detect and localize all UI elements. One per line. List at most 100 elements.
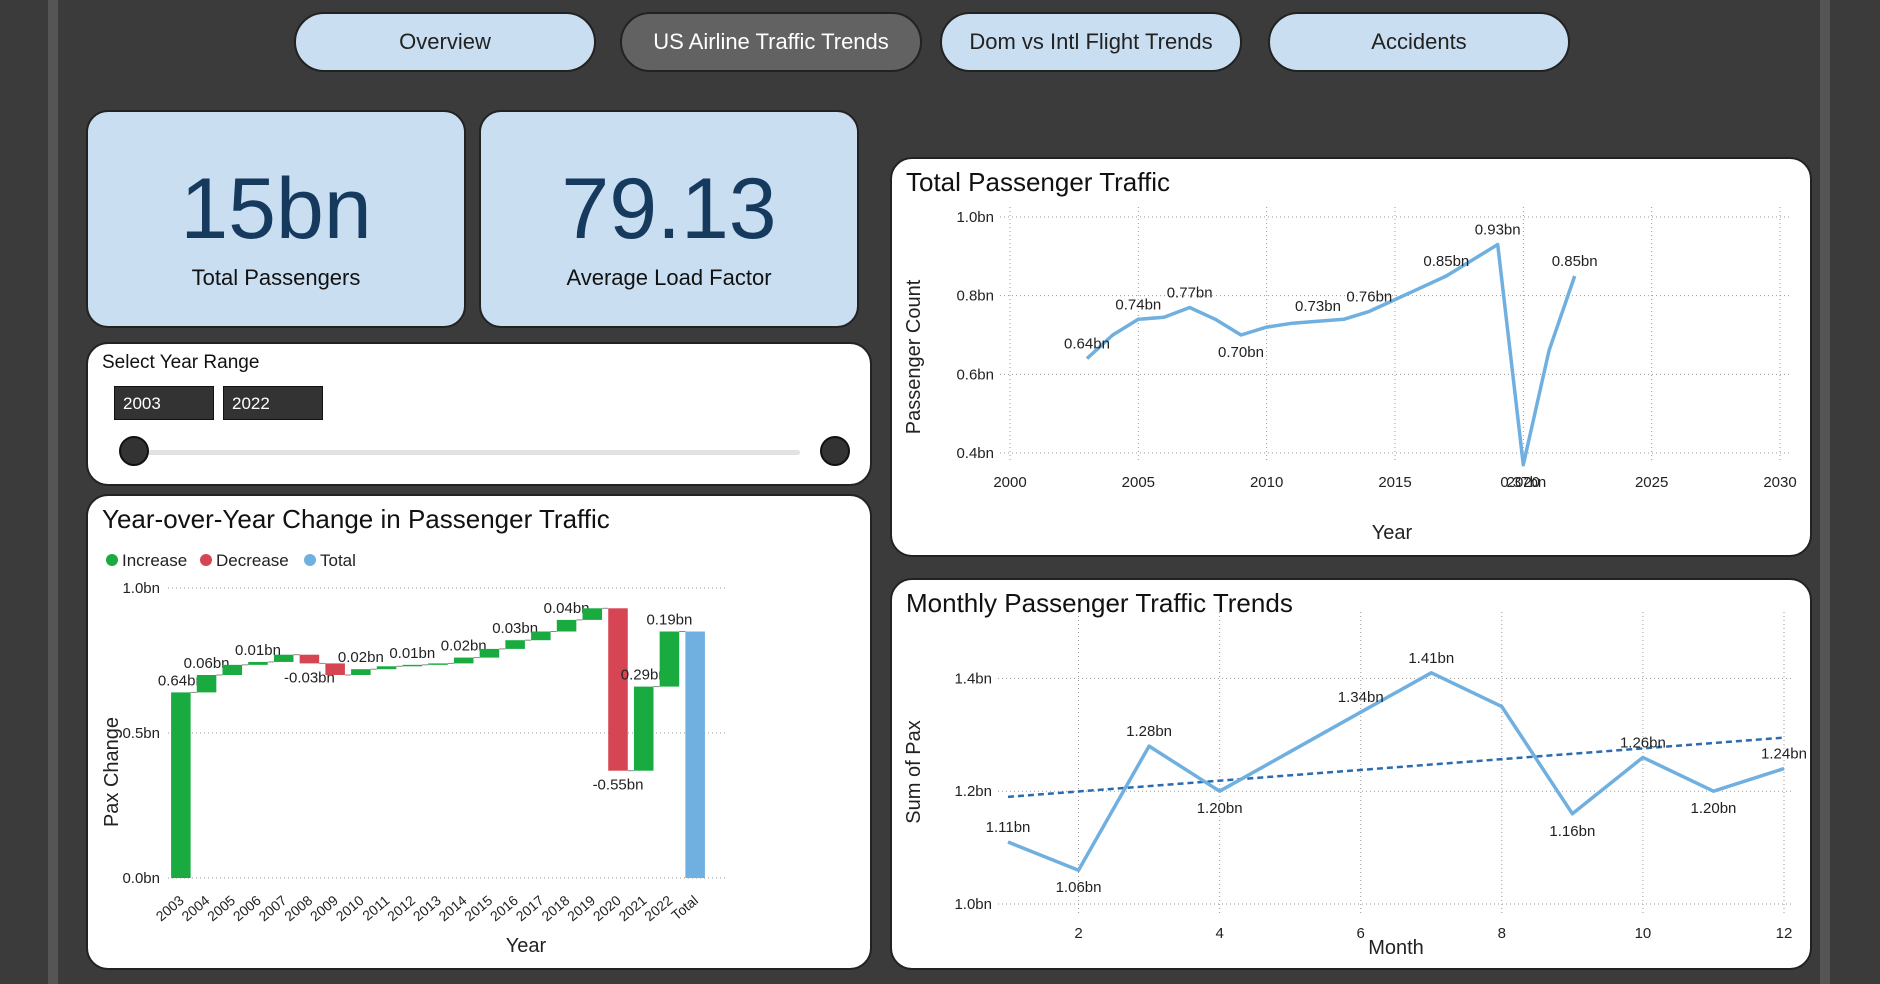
waterfall-bar-2021[interactable] [633,686,654,771]
end-year-input[interactable]: 2022 [223,386,323,420]
y-tick-label: 1.4bn [954,670,992,687]
yoy-change-chart-card: Year-over-Year Change in Passenger Traff… [86,494,872,970]
x-tick-label: Total [668,892,701,923]
data-label: 1.16bn [1549,823,1595,840]
data-label: 0.29bn [621,667,667,684]
data-point[interactable] [1264,324,1270,330]
tab-accidents[interactable]: Accidents [1268,12,1570,72]
waterfall-bar-2003[interactable] [171,692,191,878]
x-axis-label: Year [506,935,547,957]
tab-overview[interactable]: Overview [294,12,596,72]
y-tick-label: 0.0bn [122,870,160,887]
x-axis-label: Month [1368,937,1424,959]
data-point[interactable] [1076,867,1082,873]
data-point[interactable] [1428,670,1434,676]
data-point[interactable] [1499,704,1505,710]
x-tick-label: 2015 [1378,474,1411,491]
waterfall-bar-2011[interactable] [376,666,397,670]
slider-start-handle[interactable] [119,436,149,466]
kpi-value: 79.13 [561,161,777,257]
data-point[interactable] [1640,754,1646,760]
waterfall-bar-2007[interactable] [273,654,294,662]
slider-end-handle[interactable] [820,436,850,466]
data-point[interactable] [1710,788,1716,794]
data-point[interactable] [1289,320,1295,326]
data-point[interactable] [1546,348,1552,354]
legend-increase-marker [106,554,118,566]
waterfall-bar-2015[interactable] [479,648,500,658]
data-point[interactable] [1341,316,1347,322]
y-axis-label: Sum of Pax [903,720,925,823]
data-point[interactable] [1569,811,1575,817]
x-tick-label: 2005 [1122,474,1155,491]
data-point[interactable] [1084,356,1090,362]
waterfall-bar-2019[interactable] [582,608,603,620]
data-point[interactable] [1161,314,1167,320]
data-point[interactable] [1238,332,1244,338]
data-point[interactable] [1366,308,1372,314]
data-point[interactable] [1781,766,1787,772]
x-tick-label: 2010 [1250,474,1283,491]
waterfall-bar-total[interactable] [685,631,705,879]
chart-title: Total Passenger Traffic [906,167,1170,197]
data-point[interactable] [1187,304,1193,310]
data-point[interactable] [1392,297,1398,303]
legend-decrease-marker [200,554,212,566]
waterfall-bar-2016[interactable] [505,640,525,649]
y-axis-label: Passenger Count [903,279,925,434]
waterfall-bar-2004[interactable] [196,675,217,693]
data-point[interactable] [1287,749,1293,755]
data-point[interactable] [1495,242,1501,248]
start-year-input[interactable]: 2003 [114,386,214,420]
data-point[interactable] [1520,462,1526,468]
waterfall-bar-2018[interactable] [556,619,577,632]
data-point[interactable] [1469,257,1475,263]
data-point[interactable] [1110,332,1116,338]
total-passenger-traffic-card: Total Passenger Traffic Passenger Count … [890,157,1812,557]
y-tick-label: 1.2bn [954,783,992,800]
data-point[interactable] [1005,839,1011,845]
data-label: 0.85bn [1423,253,1469,270]
data-point[interactable] [1358,709,1364,715]
data-point[interactable] [1146,743,1152,749]
series-line[interactable] [1085,242,1577,467]
x-axis-label: Year [1372,522,1413,544]
tab-dom-vs-intl-flight-trends[interactable]: Dom vs Intl Flight Trends [940,12,1242,72]
data-label: 0.01bn [235,642,281,659]
series-line[interactable] [1007,671,1785,872]
data-point[interactable] [1418,285,1424,291]
waterfall-bar-2010[interactable] [351,669,371,675]
data-label: 1.41bn [1408,650,1454,667]
data-point[interactable] [1315,318,1321,324]
waterfall-bar-2014[interactable] [453,657,474,664]
x-tick-label: 6 [1357,925,1365,942]
data-point[interactable] [1443,273,1449,279]
chart-title: Monthly Passenger Traffic Trends [906,588,1293,618]
data-label: 0.06bn [184,655,230,672]
waterfall-bar-2008[interactable] [299,654,320,664]
legend-decrease: Decrease [216,551,289,570]
tab-us-airline-traffic-trends[interactable]: US Airline Traffic Trends [620,12,922,72]
data-label: 1.24bn [1761,746,1807,763]
data-point[interactable] [1217,788,1223,794]
waterfall-bar-2009[interactable] [325,663,345,675]
y-tick-label: 0.4bn [956,445,994,462]
x-tick-label: 12 [1776,925,1793,942]
waterfall-bar-2005[interactable] [222,664,243,675]
waterfall-bar-2020[interactable] [608,608,628,771]
data-label: 0.02bn [441,638,487,655]
chart-title: Year-over-Year Change in Passenger Traff… [102,504,610,534]
data-label: 0.74bn [1115,296,1161,313]
waterfall-bar-2017[interactable] [531,631,551,641]
waterfall-bar-2022[interactable] [659,631,680,687]
waterfall-bar-2006[interactable] [248,661,268,665]
data-point[interactable] [1572,273,1578,279]
kpi-label: Total Passengers [191,265,361,290]
right-frame-edge [1820,0,1830,984]
waterfall-bar-2012[interactable] [402,664,423,667]
waterfall-bar-2013[interactable] [428,663,448,665]
data-label: 0.64bn [1064,336,1110,353]
slider-track[interactable] [132,450,800,455]
data-point[interactable] [1135,316,1141,322]
data-point[interactable] [1212,316,1218,322]
